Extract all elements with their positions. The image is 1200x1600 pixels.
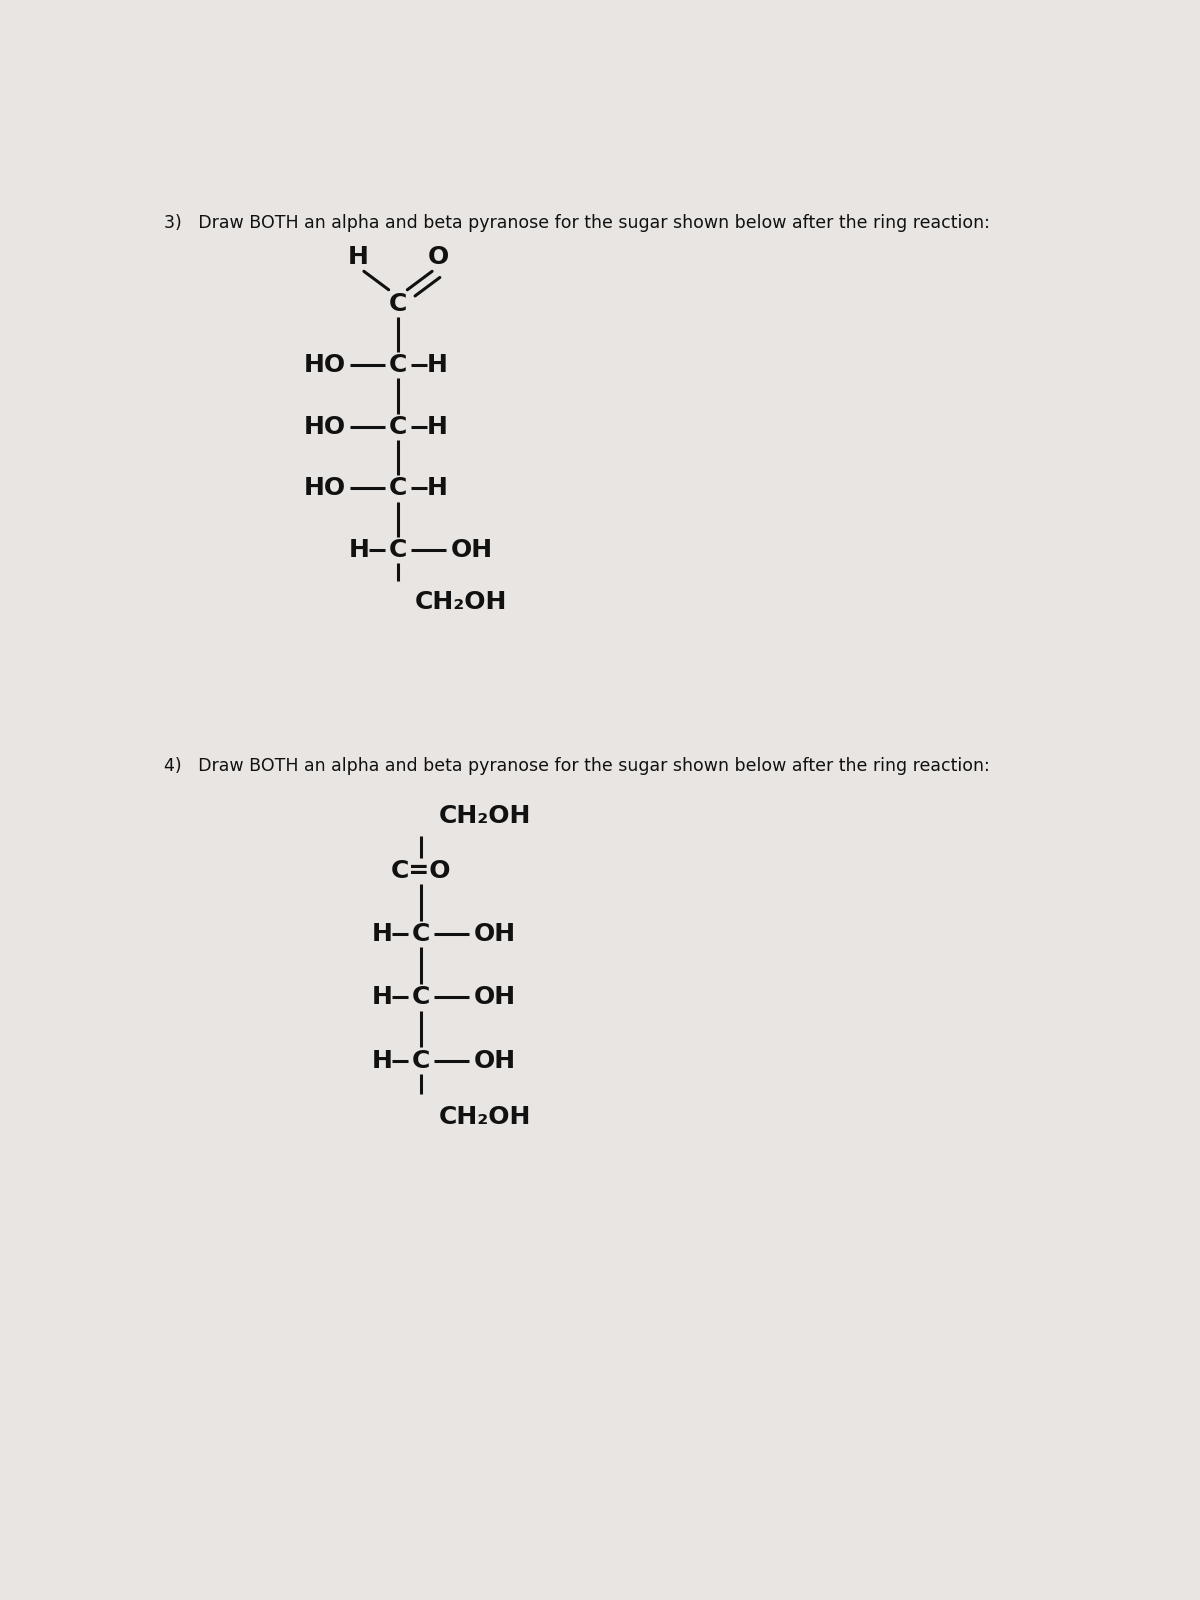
Text: OH: OH bbox=[474, 1048, 516, 1072]
Text: H: H bbox=[372, 922, 392, 946]
Text: H: H bbox=[426, 354, 448, 378]
Text: HO: HO bbox=[304, 477, 346, 501]
Text: H: H bbox=[372, 986, 392, 1010]
Text: C: C bbox=[389, 538, 407, 562]
Text: H: H bbox=[349, 538, 370, 562]
Text: C: C bbox=[389, 477, 407, 501]
Text: HO: HO bbox=[304, 414, 346, 438]
Text: OH: OH bbox=[450, 538, 493, 562]
Text: C: C bbox=[389, 354, 407, 378]
Text: OH: OH bbox=[474, 986, 516, 1010]
Text: H: H bbox=[372, 1048, 392, 1072]
Text: C: C bbox=[412, 922, 431, 946]
Text: C: C bbox=[389, 291, 407, 315]
Text: HO: HO bbox=[304, 354, 346, 378]
Text: 3)   Draw BOTH an alpha and beta pyranose for the sugar shown below after the ri: 3) Draw BOTH an alpha and beta pyranose … bbox=[164, 214, 990, 232]
Text: C: C bbox=[412, 986, 431, 1010]
Text: O: O bbox=[427, 245, 449, 269]
Text: CH₂OH: CH₂OH bbox=[438, 1104, 530, 1128]
Text: OH: OH bbox=[474, 922, 516, 946]
Text: 4)   Draw BOTH an alpha and beta pyranose for the sugar shown below after the ri: 4) Draw BOTH an alpha and beta pyranose … bbox=[164, 757, 990, 774]
Text: CH₂OH: CH₂OH bbox=[438, 803, 530, 827]
Text: H: H bbox=[426, 414, 448, 438]
Text: H: H bbox=[426, 477, 448, 501]
Text: CH₂OH: CH₂OH bbox=[415, 590, 508, 614]
Text: C=O: C=O bbox=[391, 859, 451, 883]
Text: H: H bbox=[347, 245, 368, 269]
Text: C: C bbox=[389, 414, 407, 438]
Text: C: C bbox=[412, 1048, 431, 1072]
